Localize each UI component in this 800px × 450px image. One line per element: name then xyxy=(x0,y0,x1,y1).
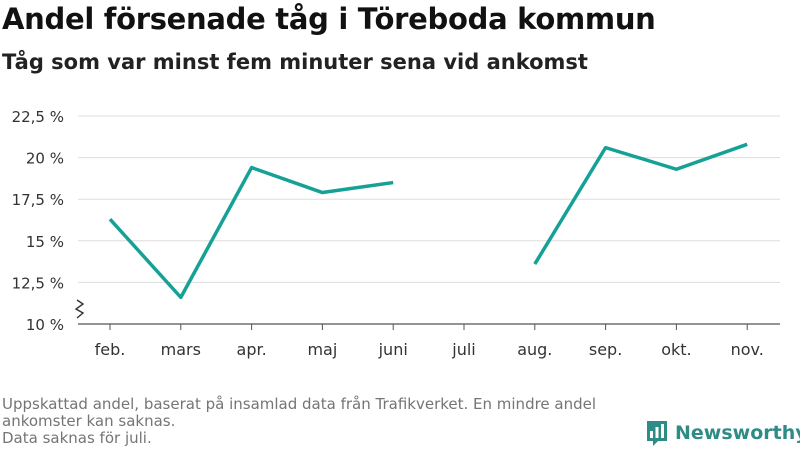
series-line xyxy=(533,142,748,266)
y-tick-label: 12,5 % xyxy=(12,274,64,292)
y-tick-label: 17,5 % xyxy=(12,191,64,209)
y-tick-label: 15 % xyxy=(26,233,64,251)
y-axis-labels: 10 % 12,5 % 15 % 17,5 % 20 % 22,5 % xyxy=(12,108,64,334)
footnote-source: Uppskattad andel, baserat på insamlad da… xyxy=(2,395,597,430)
x-tick-label: maj xyxy=(307,340,337,359)
footnote: Uppskattad andel, baserat på insamlad da… xyxy=(2,396,632,447)
x-tick-label: sep. xyxy=(589,340,622,359)
brand-logo: Newsworthy xyxy=(645,418,800,448)
x-tick-label: juni xyxy=(378,340,408,359)
axis-break-icon xyxy=(74,299,85,319)
x-tick-label: nov. xyxy=(731,340,764,359)
y-tick-label: 22,5 % xyxy=(12,108,64,126)
x-tick-label: juli xyxy=(451,340,475,359)
x-tick-label: okt. xyxy=(661,340,691,359)
x-tick-label: aug. xyxy=(517,340,552,359)
y-tick-label: 10 % xyxy=(26,316,64,334)
gridlines xyxy=(78,115,780,283)
bar-chart-logo-icon xyxy=(647,421,667,446)
series-lines xyxy=(108,142,748,300)
chart-title: Andel försenade tåg i Töreboda kommun xyxy=(2,2,656,36)
line-chart: 10 % 12,5 % 15 % 17,5 % 20 % 22,5 % feb. mars a… xyxy=(12,108,780,359)
y-tick-label: 20 % xyxy=(26,150,64,168)
brand-name: Newsworthy xyxy=(675,422,800,444)
footnote-missing-data: Data saknas för juli. xyxy=(2,429,152,447)
x-tick-label: feb. xyxy=(95,340,126,359)
x-tick-label: apr. xyxy=(237,340,267,359)
series-line xyxy=(108,165,394,300)
chart-subtitle: Tåg som var minst fem minuter sena vid a… xyxy=(2,50,588,74)
x-axis: feb. mars apr. maj juni juli aug. sep. okt. nov. xyxy=(74,299,780,359)
x-tick-label: mars xyxy=(161,340,201,359)
